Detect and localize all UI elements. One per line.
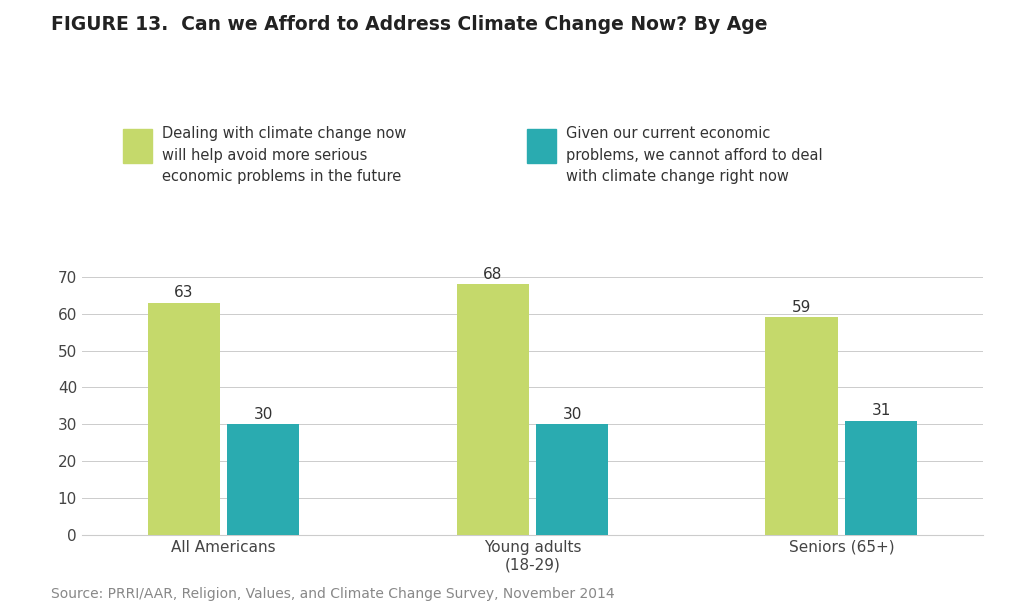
Bar	[147, 303, 220, 535]
Text: 68: 68	[483, 266, 502, 282]
Text: 30: 30	[254, 407, 273, 422]
Text: 59: 59	[792, 300, 811, 315]
Text: 30: 30	[563, 407, 582, 422]
Text: 31: 31	[871, 403, 891, 418]
Bar	[457, 284, 528, 535]
Text: 63: 63	[174, 285, 194, 300]
Text: Dealing with climate change now
will help avoid more serious
economic problems i: Dealing with climate change now will hel…	[162, 126, 407, 184]
Text: FIGURE 13.  Can we Afford to Address Climate Change Now? By Age: FIGURE 13. Can we Afford to Address Clim…	[51, 15, 768, 34]
Bar	[845, 421, 918, 535]
Bar	[766, 317, 838, 535]
Bar	[227, 424, 299, 535]
Text: Given our current economic
problems, we cannot afford to deal
with climate chang: Given our current economic problems, we …	[566, 126, 823, 184]
Text: Source: PRRI/AAR, Religion, Values, and Climate Change Survey, November 2014: Source: PRRI/AAR, Religion, Values, and …	[51, 587, 614, 601]
Bar	[537, 424, 608, 535]
